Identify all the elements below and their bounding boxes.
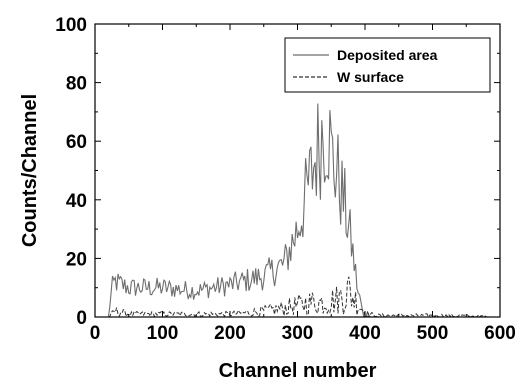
y-axis-label: Counts/Channel [19,94,41,247]
x-tick-label: 500 [417,323,449,344]
y-tick-label: 60 [66,132,87,153]
x-tick-label: 0 [90,323,101,344]
y-tick-label: 20 [66,249,87,270]
x-axis-label: Channel number [219,360,377,382]
y-tick-label: 0 [76,308,87,329]
legend-box [284,37,491,93]
x-tick-label: 200 [214,323,246,344]
series-line-deposited-area [107,103,372,318]
series-line-w-surface [108,276,487,319]
legend-label: Deposited area [337,47,438,63]
y-tick-label: 40 [66,191,87,212]
y-tick-label: 100 [55,15,87,36]
y-tick-label: 80 [66,74,87,95]
legend-label: W surface [337,69,404,85]
x-tick-label: 600 [484,323,516,344]
x-tick-label: 100 [147,323,179,344]
x-tick-label: 400 [349,323,381,344]
x-tick-label: 300 [282,323,314,344]
